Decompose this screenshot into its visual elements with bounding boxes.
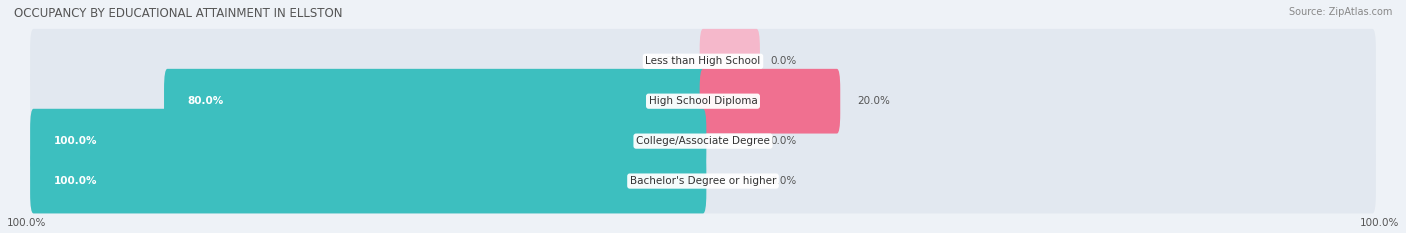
Text: 100.0%: 100.0%: [53, 136, 97, 146]
FancyBboxPatch shape: [30, 109, 706, 174]
FancyBboxPatch shape: [30, 149, 1376, 213]
Text: 20.0%: 20.0%: [858, 96, 890, 106]
Text: 80.0%: 80.0%: [187, 96, 224, 106]
FancyBboxPatch shape: [30, 69, 1376, 134]
Text: High School Diploma: High School Diploma: [648, 96, 758, 106]
FancyBboxPatch shape: [30, 149, 706, 213]
Text: 0.0%: 0.0%: [657, 56, 683, 66]
Text: 100.0%: 100.0%: [53, 176, 97, 186]
FancyBboxPatch shape: [30, 29, 1376, 94]
Text: Bachelor's Degree or higher: Bachelor's Degree or higher: [630, 176, 776, 186]
Text: 0.0%: 0.0%: [770, 136, 796, 146]
FancyBboxPatch shape: [700, 69, 841, 134]
Text: Source: ZipAtlas.com: Source: ZipAtlas.com: [1288, 7, 1392, 17]
Text: Less than High School: Less than High School: [645, 56, 761, 66]
Text: 100.0%: 100.0%: [7, 218, 46, 228]
FancyBboxPatch shape: [165, 69, 706, 134]
Text: OCCUPANCY BY EDUCATIONAL ATTAINMENT IN ELLSTON: OCCUPANCY BY EDUCATIONAL ATTAINMENT IN E…: [14, 7, 343, 20]
Text: College/Associate Degree: College/Associate Degree: [636, 136, 770, 146]
Text: 0.0%: 0.0%: [770, 176, 796, 186]
FancyBboxPatch shape: [700, 29, 759, 94]
FancyBboxPatch shape: [30, 109, 1376, 174]
Text: 0.0%: 0.0%: [770, 56, 796, 66]
Text: 100.0%: 100.0%: [1360, 218, 1399, 228]
